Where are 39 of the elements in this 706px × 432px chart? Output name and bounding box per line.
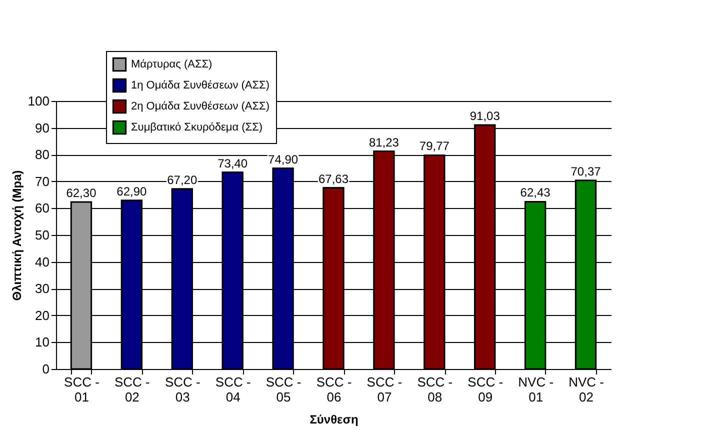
x-tick-label: SCC - 01 — [64, 374, 100, 404]
legend-label: 1η Ομάδα Συνθέσεων (ΑΣΣ) — [131, 80, 270, 92]
x-tick-label: NVC - 02 — [568, 374, 604, 404]
y-tick-label: 20 — [35, 308, 50, 323]
x-tick-label: SCC - 02 — [114, 374, 150, 404]
data-label: 74,90 — [268, 152, 298, 166]
y-tick-label: 90 — [35, 120, 50, 136]
legend-label: Συμβατικό Σκυρόδεμα (ΣΣ) — [131, 122, 263, 134]
x-tick-label: SCC - 05 — [266, 374, 302, 404]
x-tick-label: SCC - 03 — [164, 374, 200, 404]
y-axis-title: Θλιπτική Αντοχή (Mpa) — [10, 170, 24, 301]
legend-label: 2η Ομάδα Συνθέσεων (ΑΣΣ) — [131, 100, 270, 112]
x-axis-title: Σύνθεση — [310, 412, 358, 426]
y-tick-label: 60 — [35, 200, 50, 216]
data-label: 62,90 — [116, 184, 148, 198]
data-label: 62,43 — [520, 186, 551, 200]
y-tick-label: 80 — [35, 147, 50, 162]
x-tick-label: SCC - 08 — [417, 374, 453, 404]
y-tick-label: 10 — [35, 334, 50, 350]
y-tick-label: 40 — [35, 254, 50, 270]
x-tick-label: SCC - 07 — [366, 374, 402, 404]
data-label: 70,37 — [570, 164, 602, 178]
data-label: 91,03 — [470, 109, 500, 124]
y-tick-label: 0 — [42, 362, 50, 376]
y-tick-label: 100 — [28, 94, 50, 108]
data-label: 67,20 — [167, 172, 198, 187]
x-tick-label: SCC - 06 — [316, 374, 352, 404]
y-tick-label: 30 — [35, 281, 50, 296]
legend-label: Μάρτυρας (ΑΣΣ) — [131, 58, 212, 70]
data-label: 67,63 — [318, 172, 349, 186]
y-tick-label: 50 — [35, 228, 50, 242]
data-label: 62,30 — [66, 186, 97, 200]
x-tick-label: NVC - 01 — [518, 374, 554, 404]
x-tick-label: SCC - 09 — [468, 374, 504, 404]
data-label: 79,77 — [419, 139, 450, 154]
data-label: 81,23 — [368, 135, 400, 150]
x-tick-label: SCC - 04 — [215, 374, 251, 404]
data-label: 73,40 — [218, 156, 248, 170]
y-tick-label: 70 — [35, 174, 50, 189]
